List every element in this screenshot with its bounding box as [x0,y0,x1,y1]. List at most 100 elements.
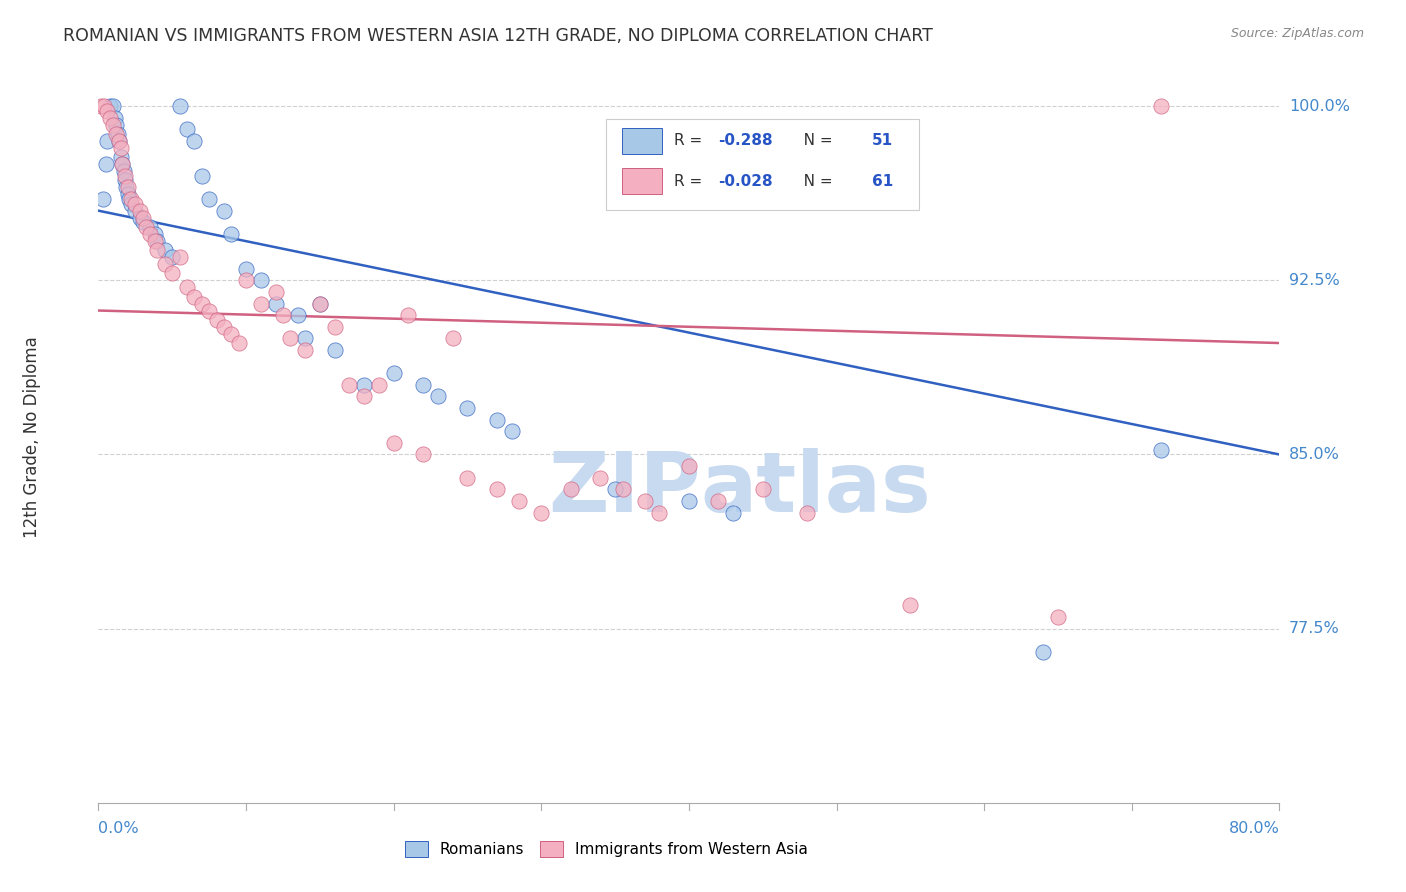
Point [191,296,214,310]
Point [198,192,221,206]
Point [1150,442,1173,457]
Text: 0.0%: 0.0% [98,822,139,837]
Point [183,290,205,304]
Point [112,164,135,178]
Point [105,118,128,132]
Text: N =: N = [789,133,838,148]
Point [117,187,139,202]
Point [294,331,316,345]
Text: 77.5%: 77.5% [1289,621,1340,636]
Text: R =: R = [673,174,707,188]
Point [530,506,553,520]
Point [107,127,129,141]
Point [146,243,169,257]
Point [183,134,205,148]
Point [111,157,134,171]
Point [723,506,745,520]
Point [605,483,627,497]
Text: 61: 61 [872,174,893,188]
Point [457,401,479,415]
Point [153,243,176,257]
Point [412,448,434,462]
Point [143,227,166,241]
FancyBboxPatch shape [621,168,662,194]
Text: atlas: atlas [700,448,932,529]
Point [323,343,346,357]
Point [110,150,132,164]
Point [339,377,361,392]
Point [1150,99,1173,113]
Point [634,494,657,508]
Point [117,180,139,194]
FancyBboxPatch shape [606,119,920,211]
Text: Source: ZipAtlas.com: Source: ZipAtlas.com [1230,27,1364,40]
Text: ROMANIAN VS IMMIGRANTS FROM WESTERN ASIA 12TH GRADE, NO DIPLOMA CORRELATION CHAR: ROMANIAN VS IMMIGRANTS FROM WESTERN ASIA… [63,27,934,45]
Point [353,377,375,392]
Point [228,336,250,351]
Point [280,331,302,345]
Text: -0.288: -0.288 [718,133,773,148]
Point [212,203,235,218]
Point [441,331,464,345]
Point [135,219,157,234]
Point [91,192,114,206]
Point [486,483,509,497]
Point [124,203,146,218]
Point [103,118,125,132]
Point [103,99,125,113]
Point [143,234,166,248]
Point [353,389,375,403]
Point [162,266,183,280]
Point [104,111,127,125]
Point [309,296,332,310]
Point [678,494,700,508]
Point [427,389,450,403]
Point [648,506,671,520]
Point [560,483,582,497]
Point [90,99,112,113]
Point [382,436,405,450]
Point [752,483,775,497]
FancyBboxPatch shape [621,128,662,154]
Legend: Romanians, Immigrants from Western Asia: Romanians, Immigrants from Western Asia [405,841,807,857]
Point [114,169,136,183]
Point [486,412,509,426]
Point [294,343,316,357]
Text: R =: R = [673,133,707,148]
Point [96,103,118,118]
Point [176,280,198,294]
Point [108,134,131,148]
Text: 51: 51 [872,133,893,148]
Point [250,273,273,287]
Point [128,203,150,218]
Point [250,296,273,310]
Point [128,211,150,225]
Text: -0.028: -0.028 [718,174,773,188]
Point [105,127,128,141]
Point [221,326,243,341]
Point [796,506,818,520]
Point [111,157,134,171]
Point [287,308,309,322]
Point [1047,610,1070,624]
Point [191,169,214,183]
Point [309,296,332,310]
Point [589,471,612,485]
Point [176,122,198,136]
Point [110,141,132,155]
Point [94,157,117,171]
Point [139,227,162,241]
Point [900,599,922,613]
Point [108,134,131,148]
Point [501,424,523,438]
Point [98,111,121,125]
Point [212,319,235,334]
Point [412,377,434,392]
Point [205,313,228,327]
Point [198,303,221,318]
Point [162,250,183,264]
Point [457,471,479,485]
Point [323,319,346,334]
Point [124,196,146,211]
Point [382,366,405,380]
